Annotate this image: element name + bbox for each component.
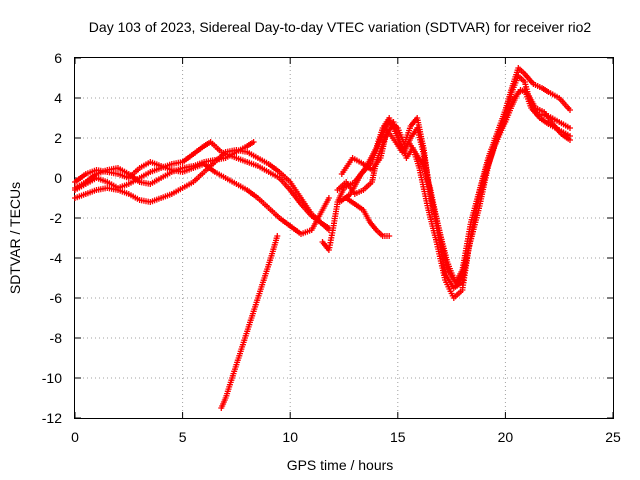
y-tick-label: -12 bbox=[42, 410, 62, 426]
series-markers bbox=[334, 87, 573, 301]
x-tick-label: 10 bbox=[282, 429, 298, 445]
series-markers bbox=[343, 195, 393, 239]
y-tick-label: -10 bbox=[42, 370, 62, 386]
plot-frame bbox=[74, 57, 614, 419]
y-tick-label: 2 bbox=[54, 130, 62, 146]
x-axis-label: GPS time / hours bbox=[287, 457, 394, 473]
series-trace-d bbox=[72, 139, 332, 231]
y-tick-label: -8 bbox=[50, 330, 63, 346]
y-axis-label: SDTVAR / TECUs bbox=[7, 182, 23, 294]
chart-title: Day 103 of 2023, Sidereal Day-to-day VTE… bbox=[89, 19, 592, 35]
y-tick-label: -2 bbox=[50, 210, 63, 226]
x-axis-tick-labels: 0 5 10 15 20 25 bbox=[71, 429, 621, 445]
series-markers bbox=[218, 233, 281, 411]
series-trace-h bbox=[338, 87, 573, 287]
y-axis-tick-labels: 6 4 2 0 -2 -4 -6 -8 -10 -12 bbox=[42, 50, 62, 426]
x-tick-label: 5 bbox=[179, 429, 187, 445]
series-trace-i bbox=[343, 195, 393, 239]
series-markers bbox=[72, 139, 332, 231]
series-trace-f bbox=[334, 87, 573, 301]
data-points bbox=[72, 65, 573, 411]
x-tick-label: 20 bbox=[498, 429, 514, 445]
x-tick-label: 15 bbox=[390, 429, 406, 445]
series-trace-a bbox=[72, 139, 257, 191]
x-tick-label: 25 bbox=[605, 429, 621, 445]
axis-ticks bbox=[74, 57, 614, 419]
y-tick-label: -4 bbox=[50, 250, 63, 266]
y-tick-label: 0 bbox=[54, 170, 62, 186]
y-tick-label: -6 bbox=[50, 290, 63, 306]
series-trace-j bbox=[218, 233, 281, 411]
grid-lines bbox=[75, 58, 613, 418]
series-markers bbox=[338, 87, 573, 287]
y-tick-label: 6 bbox=[54, 50, 62, 66]
y-tick-label: 4 bbox=[54, 90, 62, 106]
series-markers bbox=[72, 139, 257, 191]
x-tick-label: 0 bbox=[71, 429, 79, 445]
